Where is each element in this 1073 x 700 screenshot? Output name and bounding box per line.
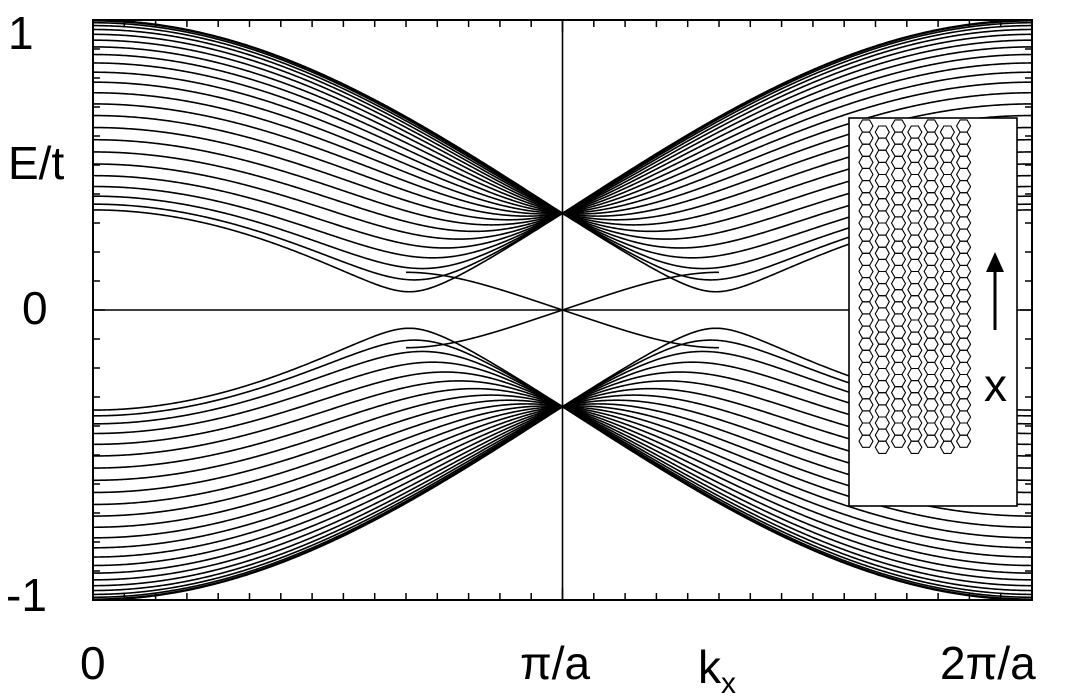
ytick-label-neg1: -1 bbox=[6, 569, 47, 621]
hexagon-cell bbox=[874, 440, 890, 454]
ytick-label-0: 0 bbox=[22, 282, 48, 334]
inset-arrow-label: x bbox=[984, 359, 1007, 411]
x-axis-label: kx bbox=[698, 644, 736, 699]
x-axis-label-sub: x bbox=[721, 667, 736, 700]
hexagon-cell bbox=[923, 434, 939, 448]
y-axis-label: E/t bbox=[8, 137, 65, 189]
xtick-label-pi: π/a bbox=[520, 637, 591, 689]
hexagon-cell bbox=[939, 440, 956, 454]
hexagon-cell bbox=[955, 434, 972, 448]
x-axis-label-main: k bbox=[698, 641, 721, 693]
hexagon-cell bbox=[890, 434, 907, 448]
honeycomb-lattice bbox=[858, 119, 972, 454]
xtick-label-0: 0 bbox=[80, 637, 106, 689]
hexagon-cell bbox=[858, 434, 874, 448]
arrow-up-icon bbox=[986, 252, 1004, 272]
inset-lattice bbox=[848, 117, 1018, 507]
ytick-label-1: 1 bbox=[8, 7, 34, 59]
xtick-label-2pi: 2π/a bbox=[940, 637, 1036, 689]
hexagon-cell bbox=[907, 440, 923, 454]
